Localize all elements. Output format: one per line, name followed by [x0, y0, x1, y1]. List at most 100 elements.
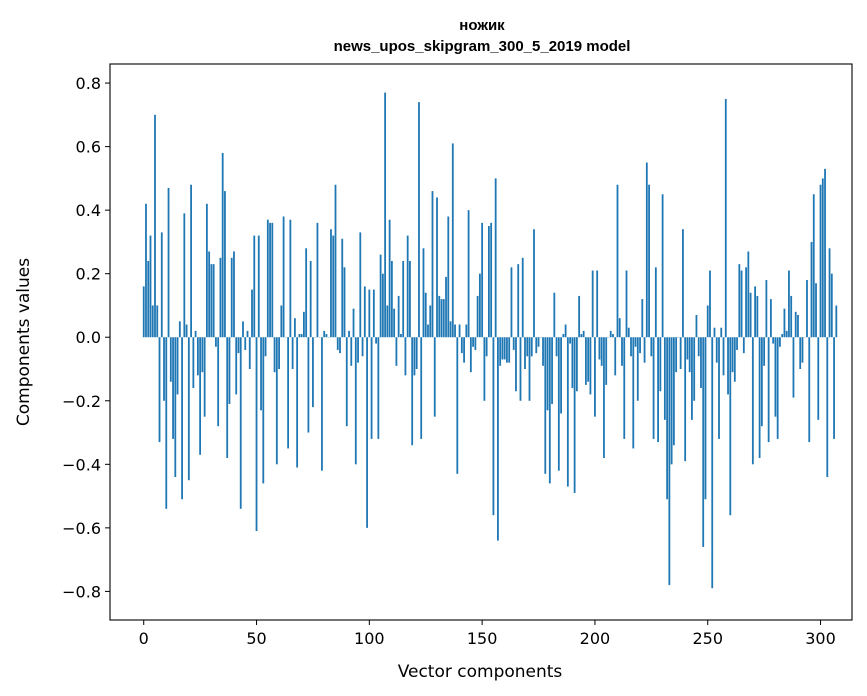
- bar: [264, 337, 267, 357]
- y-tick-label: −0.2: [62, 392, 101, 411]
- bar: [781, 334, 784, 338]
- bar: [614, 337, 617, 376]
- bar: [835, 305, 838, 338]
- bar: [797, 314, 799, 338]
- bar: [528, 337, 531, 401]
- bar: [693, 337, 696, 401]
- bar: [718, 337, 720, 439]
- bar: [812, 194, 815, 338]
- bar: [381, 273, 384, 338]
- bar: [242, 321, 244, 338]
- bar: [478, 273, 481, 338]
- bar: [650, 337, 653, 357]
- bar: [492, 337, 495, 516]
- bar: [167, 187, 170, 338]
- bar: [711, 337, 714, 589]
- bar: [657, 337, 659, 443]
- bar: [183, 213, 186, 338]
- bar: [309, 260, 312, 338]
- bar: [194, 330, 197, 338]
- bar: [230, 257, 233, 338]
- bar: [442, 299, 445, 338]
- bar: [724, 98, 727, 338]
- y-tick-label: 0.6: [76, 138, 101, 157]
- bar: [794, 311, 797, 338]
- bar: [765, 280, 768, 338]
- bar: [566, 337, 569, 487]
- bar: [596, 270, 599, 338]
- bar: [686, 337, 689, 360]
- bar: [169, 337, 172, 382]
- bar: [779, 337, 781, 347]
- bar: [589, 337, 592, 395]
- bar: [519, 337, 522, 401]
- bar: [305, 248, 308, 338]
- bar: [634, 337, 637, 347]
- bar: [244, 337, 247, 350]
- y-axis-label: Components values: [14, 258, 34, 426]
- bar: [817, 337, 820, 420]
- bar: [210, 264, 213, 338]
- bar: [772, 337, 775, 344]
- bar: [418, 102, 420, 338]
- bar: [824, 168, 826, 338]
- bar: [158, 337, 161, 443]
- bar: [713, 327, 716, 338]
- bar: [740, 270, 743, 338]
- bar: [715, 337, 718, 363]
- bar: [415, 337, 418, 369]
- bar: [733, 337, 736, 382]
- bar: [612, 334, 614, 338]
- bar: [704, 337, 707, 500]
- bar: [445, 276, 447, 338]
- chart-title: ножик: [459, 17, 505, 34]
- bar: [560, 337, 562, 414]
- bar: [769, 299, 772, 338]
- bar: [390, 260, 393, 338]
- bar: [472, 337, 474, 347]
- bar: [375, 337, 377, 344]
- bar: [648, 184, 650, 338]
- bar: [799, 337, 802, 369]
- bar: [280, 305, 283, 338]
- bar: [336, 337, 339, 350]
- bar: [253, 235, 256, 338]
- bar: [163, 337, 165, 401]
- bar: [510, 267, 513, 338]
- bar: [526, 337, 529, 357]
- bar: [190, 184, 192, 338]
- bar: [436, 197, 438, 338]
- bar: [226, 337, 229, 458]
- bar: [196, 337, 199, 376]
- bars-group: [142, 92, 838, 589]
- bar: [160, 232, 163, 338]
- bar: [760, 337, 763, 427]
- bar: [149, 235, 152, 338]
- bar: [754, 286, 756, 338]
- bar: [682, 229, 684, 338]
- bar: [257, 235, 260, 338]
- y-tick-label: −0.4: [62, 455, 101, 474]
- bar: [623, 337, 626, 439]
- y-tick-label: −0.8: [62, 582, 101, 601]
- bar: [185, 324, 188, 338]
- bar: [424, 292, 427, 338]
- bar: [729, 337, 732, 516]
- bar: [537, 337, 540, 347]
- bar: [521, 257, 524, 338]
- bar: [460, 337, 463, 354]
- bar: [366, 337, 368, 528]
- bar: [352, 308, 355, 338]
- bar: [287, 337, 290, 449]
- bar: [727, 337, 729, 395]
- bar: [535, 337, 538, 354]
- bar: [321, 337, 323, 471]
- bar: [515, 337, 517, 392]
- bar: [553, 292, 556, 338]
- bar: [557, 337, 560, 471]
- bar: [278, 337, 280, 369]
- bar: [409, 260, 411, 338]
- bar: [224, 191, 226, 338]
- bar: [142, 286, 145, 338]
- bar: [312, 337, 314, 408]
